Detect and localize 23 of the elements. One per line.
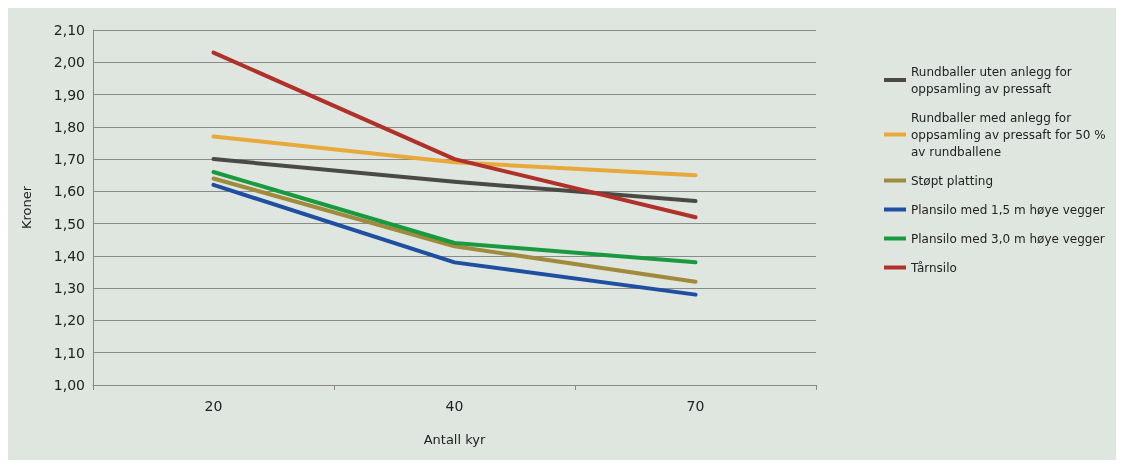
y-tick-label: 1,00 (53, 377, 85, 393)
x-tick-label: 20 (204, 398, 223, 414)
y-tick-label: 1,20 (53, 312, 85, 329)
y-tick-label: 1,30 (53, 280, 85, 297)
y-tick-label: 1,50 (53, 215, 85, 232)
legend-label: Rundballer uten anlegg for oppsamling av pressaft (911, 64, 1076, 96)
y-axis-title: Kroner (19, 185, 34, 230)
x-tick-label: 40 (445, 398, 464, 414)
y-tick-label: 1,40 (53, 247, 85, 264)
y-tick-label: 1,10 (53, 344, 85, 361)
y-tick-label: 1,80 (53, 118, 85, 135)
legend-label: Rundballer med anlegg for oppsamling av pressaft for 50 % av rundballene (911, 110, 1110, 159)
legend-label: Plansilo med 3,0 m høye vegger (911, 231, 1105, 246)
y-tick-label: 1,70 (53, 151, 85, 168)
y-tick-label: 1,60 (53, 183, 85, 200)
y-tick-label: 1,90 (53, 86, 85, 103)
legend-label: Tårnsilo (910, 260, 957, 275)
y-tick-label: 2,00 (53, 54, 85, 71)
legend-label: Plansilo med 1,5 m høye vegger (911, 202, 1105, 217)
x-axis-title: Antall kyr (423, 432, 486, 447)
y-tick-label: 2,10 (53, 22, 85, 38)
legend-label: Støpt platting (911, 173, 994, 188)
x-tick-label: 70 (686, 398, 705, 414)
